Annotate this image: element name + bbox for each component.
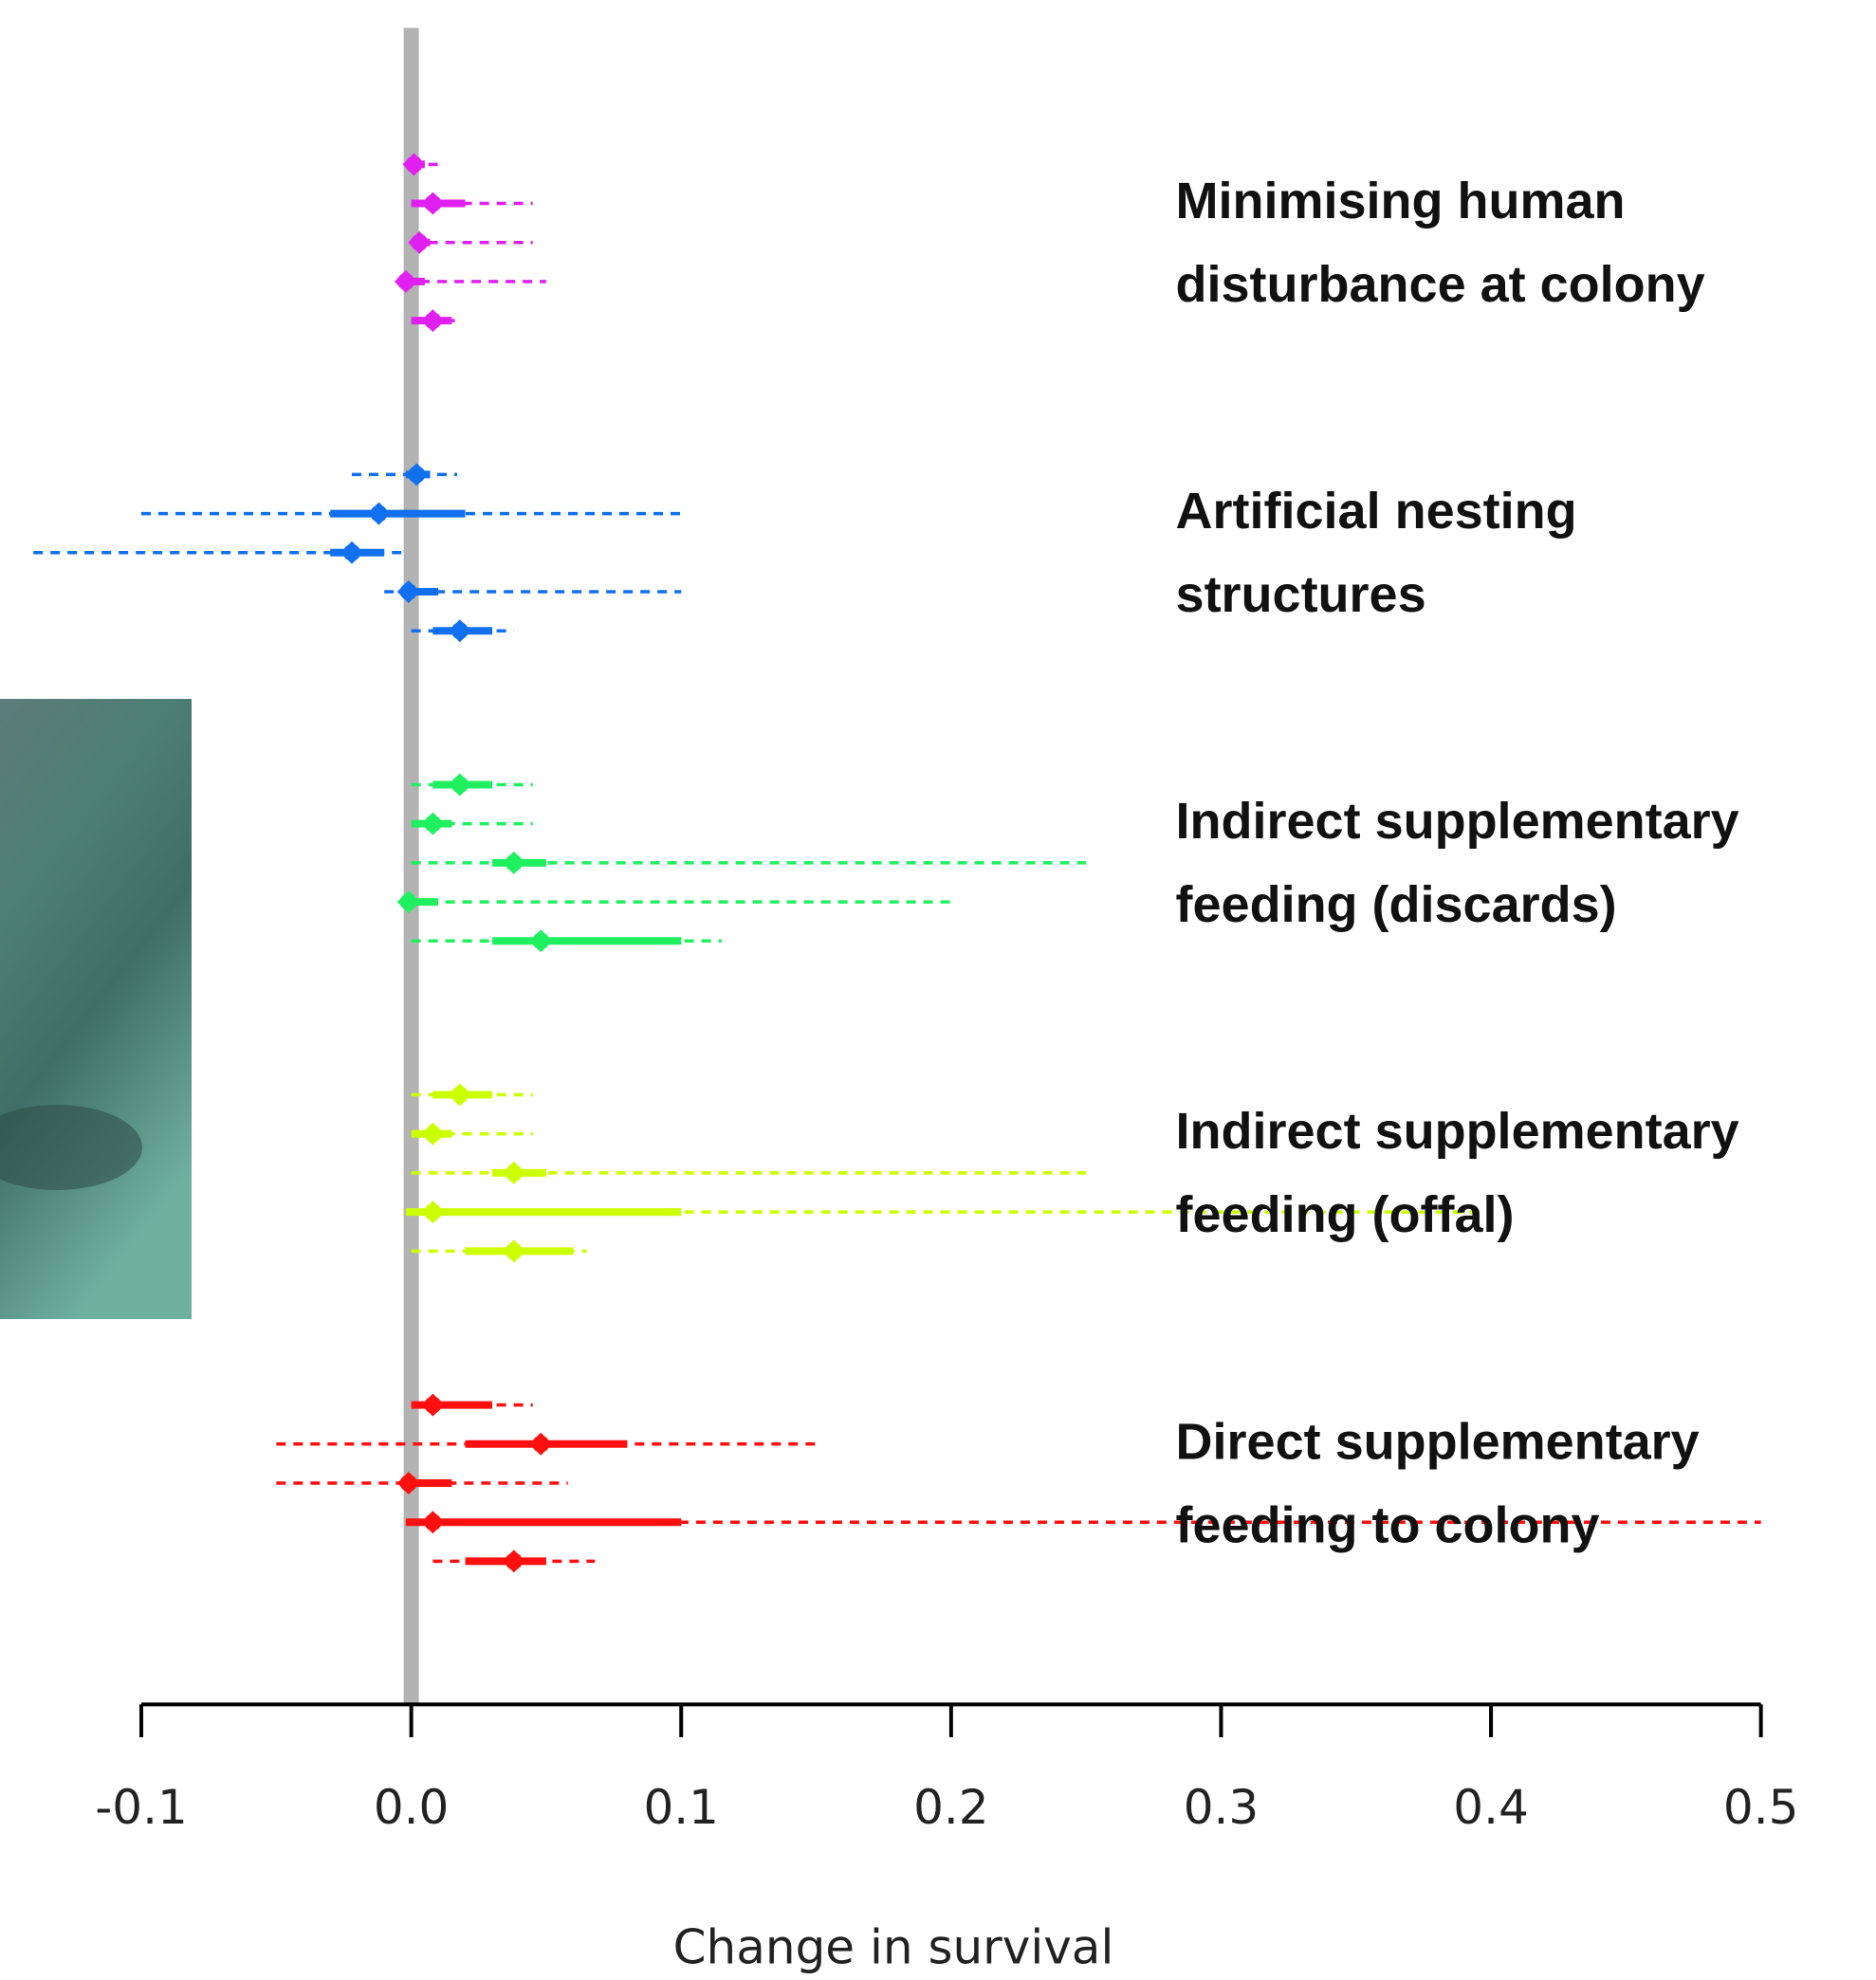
group-label: structures <box>1176 566 1426 623</box>
point-core <box>400 893 417 910</box>
group-label: Indirect supplementary <box>1176 793 1739 850</box>
point-core <box>506 854 523 871</box>
point-core <box>424 1203 441 1220</box>
point-core <box>343 544 360 561</box>
point-core <box>424 1397 441 1414</box>
point-core <box>506 1552 523 1569</box>
x-tick-label: 0.1 <box>643 1780 719 1835</box>
group-label: Indirect supplementary <box>1176 1103 1739 1160</box>
point-core <box>424 195 441 212</box>
point-core <box>400 1475 417 1492</box>
point-core <box>424 1513 441 1531</box>
point-core <box>424 816 441 833</box>
x-axis-label: Change in survival <box>673 1920 1114 1975</box>
point-core <box>451 776 469 793</box>
group-label: Minimising human <box>1176 173 1626 229</box>
x-tick-label: 0.3 <box>1184 1780 1260 1835</box>
group-label: Artificial nesting <box>1176 483 1577 540</box>
point-core <box>532 932 549 949</box>
point-core <box>451 622 469 639</box>
x-tick-label: 0.4 <box>1453 1780 1529 1835</box>
point-core <box>370 505 387 522</box>
group-label: feeding to colony <box>1176 1496 1600 1553</box>
x-tick-label: 0.0 <box>374 1780 450 1835</box>
group-label: feeding (discards) <box>1176 876 1617 933</box>
background-photo <box>0 699 192 1319</box>
x-tick-label: -0.1 <box>95 1780 188 1835</box>
point-core <box>397 273 414 290</box>
x-tick-label: 0.5 <box>1723 1780 1799 1835</box>
group-label: disturbance at colony <box>1176 256 1705 313</box>
chart: Change in survival -0.1 0.0 0.1 0.2 0.3 0.4 0.… <box>0 0 1876 1980</box>
point-core <box>506 1242 523 1259</box>
point-core <box>400 583 417 600</box>
point-core <box>506 1164 523 1182</box>
point-core <box>424 1126 441 1143</box>
group-label: feeding (offal) <box>1176 1186 1515 1243</box>
point-core <box>532 1436 549 1453</box>
group-label: Direct supplementary <box>1176 1413 1700 1470</box>
point-core <box>408 466 425 483</box>
point-core <box>411 234 428 251</box>
point-core <box>405 156 422 173</box>
point-core <box>424 312 441 329</box>
x-tick-label: 0.2 <box>913 1780 989 1835</box>
point-core <box>451 1087 469 1104</box>
